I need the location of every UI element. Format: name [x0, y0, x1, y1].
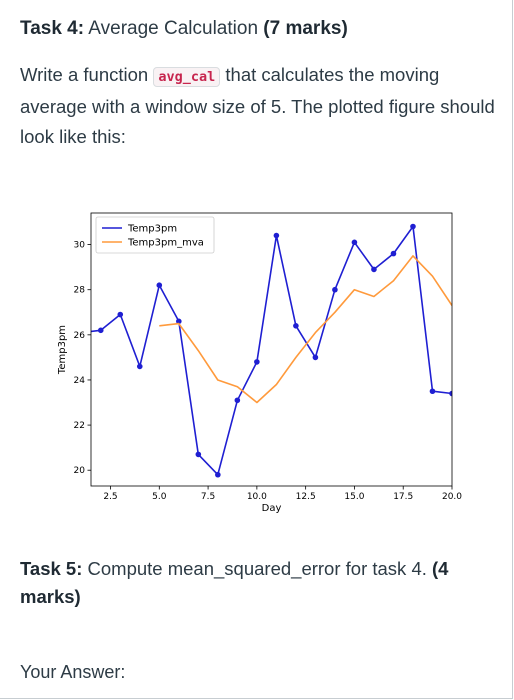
prompt-text-before: Write a function: [20, 64, 154, 85]
task4-label: Task 4:: [20, 18, 85, 39]
legend-box: [95, 216, 215, 254]
task4-title: Average Calculation: [84, 18, 264, 39]
x-tick-label: 17.5: [393, 492, 413, 502]
your-answer-label: Your Answer:: [20, 662, 126, 682]
y-tick-label: 26: [74, 331, 86, 341]
y-axis-label: Temp3pm: [57, 325, 68, 375]
data-point: [234, 397, 241, 404]
data-point: [97, 327, 104, 334]
legend-label: Temp3pm: [127, 224, 177, 235]
data-point: [429, 388, 436, 395]
y-tick-label: 24: [74, 376, 86, 386]
x-tick-label: 12.5: [296, 492, 316, 502]
data-point: [351, 239, 358, 246]
x-tick-label: 2.5: [103, 492, 117, 502]
series-line-temp3pm-mva: [159, 255, 452, 404]
x-tick-label: 10.0: [247, 492, 267, 502]
x-tick-label: 20.0: [442, 492, 462, 502]
function-name-code: avg_cal: [153, 67, 221, 87]
y-tick-label: 30: [74, 241, 86, 251]
series-line-temp3pm: [91, 225, 452, 476]
data-point: [254, 359, 260, 365]
data-point: [449, 390, 452, 397]
data-point: [312, 354, 319, 361]
data-point: [273, 232, 280, 239]
legend-label: Temp3pm_mva: [127, 238, 204, 249]
data-point: [176, 318, 182, 325]
x-tick-label: 7.5: [201, 492, 215, 502]
task4-marks: (7 marks): [263, 18, 348, 39]
data-point: [117, 311, 124, 318]
y-tick-label: 22: [74, 421, 85, 431]
data-point: [293, 323, 299, 329]
y-tick-label: 28: [74, 286, 86, 296]
data-point: [332, 286, 338, 293]
data-point: [371, 266, 377, 273]
data-point: [136, 363, 143, 370]
data-point: [390, 250, 397, 257]
prompt-text-after: that calculates the moving average with …: [20, 64, 495, 147]
x-tick-label: 15.0: [344, 492, 364, 502]
data-point: [215, 471, 221, 478]
plot-frame: [90, 212, 453, 487]
task5-heading: Task 5: Compute mean_squared_error for t…: [20, 555, 490, 611]
task4-prompt: Write a function avg_cal that calculates…: [20, 60, 496, 152]
data-point: [410, 223, 416, 230]
task5-text: Compute mean_squared_error for task 4.: [82, 558, 433, 579]
data-point: [156, 282, 163, 288]
x-tick-label: 5.0: [152, 492, 167, 502]
task5-marks: (4 marks): [20, 558, 449, 607]
task5-label: Task 5:: [20, 558, 83, 579]
moving-average-chart: 2.5 5.0 7.5 10.0 12.5 15.0 17.5 20.0 20 22 24 26 28 3…: [57, 212, 462, 514]
x-axis-label: Day: [262, 503, 282, 514]
y-tick-label: 20: [74, 466, 86, 476]
data-point: [195, 451, 202, 458]
task4-heading: Task 4: Average Calculation (7 marks): [20, 16, 500, 42]
